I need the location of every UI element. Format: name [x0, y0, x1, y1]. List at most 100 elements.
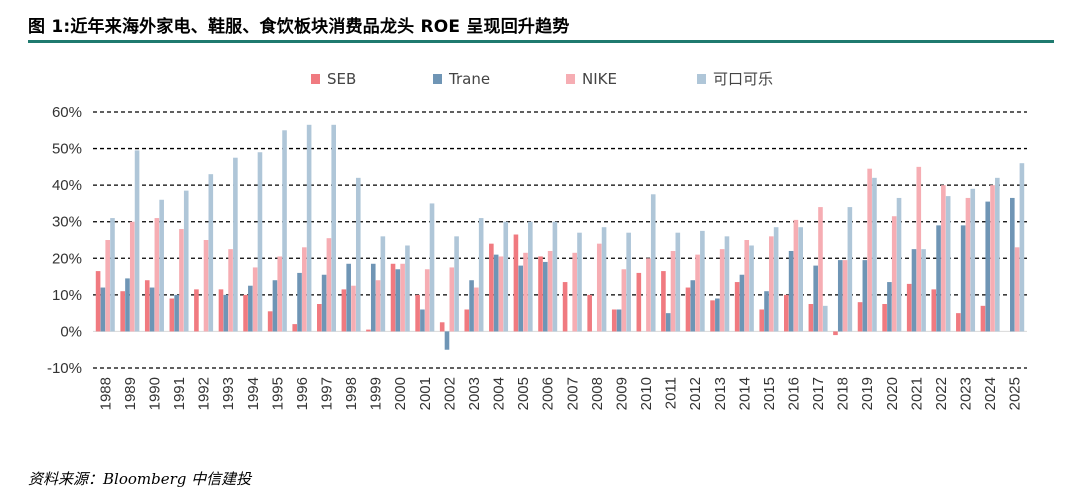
x-tick-label: 2014	[736, 377, 753, 410]
x-tick-label: 1999	[368, 377, 385, 410]
bar-NIKE-2006	[547, 250, 553, 332]
x-tick-label: 2010	[638, 377, 655, 410]
bar-SEB-2007	[562, 282, 568, 332]
bar-SEB-2009	[611, 309, 617, 332]
bar-NIKE-2021	[916, 166, 922, 332]
x-tick-label: 2004	[491, 377, 508, 410]
legend-label: NIKE	[582, 70, 617, 88]
x-tick-label: 2003	[466, 377, 483, 410]
x-tick-label: 2018	[835, 377, 852, 410]
x-axis: 1988 1989 1990 1991 1992 1993 1994 1995 1996 1997…	[97, 377, 1023, 410]
y-tick-label: 40%	[52, 177, 82, 194]
bar-SEB-2011	[661, 271, 666, 332]
bar-NIKE-2015	[769, 236, 774, 332]
bar-NIKE-2018	[842, 260, 848, 332]
bar-SEB-2006	[538, 256, 543, 332]
y-tick-label: 10%	[52, 287, 82, 304]
bar-SEB-2012	[685, 287, 691, 332]
bar-Trane-2023	[960, 225, 966, 332]
x-tick-label: 1995	[269, 377, 286, 410]
bar-可口可乐-2009	[626, 232, 631, 332]
bar-SEB-1994	[243, 294, 248, 332]
bar-NIKE-2020	[891, 216, 897, 332]
x-tick-label: 2013	[712, 377, 729, 410]
bar-可口可乐-1993	[233, 157, 238, 332]
x-tick-label: 2023	[958, 377, 975, 410]
bar-可口可乐-1998	[355, 177, 361, 332]
bar-SEB-2021	[906, 283, 912, 332]
bar-可口可乐-2017	[822, 305, 828, 332]
y-tick-label: 20%	[52, 250, 82, 267]
bar-SEB-2018	[833, 331, 838, 336]
bar-NIKE-2019	[867, 168, 872, 332]
bar-Trane-2013	[715, 298, 720, 332]
bar-可口可乐-1989	[134, 150, 140, 332]
x-tick-label: 2017	[810, 377, 827, 410]
x-tick-label: 1989	[122, 377, 139, 410]
x-tick-label: 1998	[343, 377, 360, 410]
bar-NIKE-2011	[670, 250, 676, 332]
x-tick-label: 1992	[196, 377, 213, 410]
x-tick-label: 2007	[564, 377, 581, 410]
bar-SEB-1999	[366, 329, 371, 332]
bars	[95, 124, 1025, 350]
bar-可口可乐-2001	[429, 203, 435, 332]
legend-swatch	[311, 74, 320, 84]
x-tick-label: 2002	[441, 377, 458, 410]
bar-NIKE-2007	[572, 252, 577, 332]
bar-可口可乐-1995	[282, 130, 287, 332]
bar-NIKE-1990	[154, 218, 160, 332]
bar-NIKE-2013	[719, 249, 725, 332]
legend-swatch	[697, 74, 706, 84]
bar-可口可乐-2012	[700, 230, 705, 332]
bar-可口可乐-2016	[798, 227, 803, 332]
bar-NIKE-2002	[449, 267, 455, 332]
bar-SEB-2014	[734, 282, 740, 332]
y-tick-label: 30%	[52, 214, 82, 231]
bar-可口可乐-1999	[380, 236, 386, 332]
bar-SEB-1990	[144, 280, 150, 332]
bar-可口可乐-2023	[970, 188, 976, 332]
bar-NIKE-2014	[744, 240, 750, 332]
bar-SEB-1997	[317, 304, 322, 332]
bar-SEB-1993	[218, 289, 224, 332]
bar-NIKE-1992	[203, 240, 209, 332]
bar-可口可乐-2020	[896, 197, 902, 332]
x-tick-label: 1993	[220, 377, 237, 410]
bar-可口可乐-2013	[724, 236, 730, 332]
bar-NIKE-2016	[793, 219, 799, 332]
bar-NIKE-2003	[474, 287, 479, 332]
legend-label: 可口可乐	[713, 70, 773, 88]
bar-可口可乐-2007	[577, 232, 582, 332]
x-tick-label: 1991	[171, 377, 188, 410]
bar-SEB-2017	[808, 304, 814, 332]
bar-Trane-1997	[321, 274, 327, 332]
bar-Trane-2021	[911, 249, 917, 332]
bar-SEB-1995	[267, 311, 273, 332]
bar-可口可乐-2022	[945, 196, 951, 332]
x-tick-label: 2001	[417, 377, 434, 410]
bar-Trane-2014	[739, 274, 745, 332]
x-tick-label: 2015	[761, 377, 778, 410]
bar-Trane-2011	[665, 313, 671, 332]
bar-SEB-2015	[759, 309, 765, 332]
legend-label: SEB	[327, 70, 356, 88]
bar-Trane-2002	[444, 331, 450, 350]
bar-NIKE-1988	[105, 240, 110, 332]
bar-Trane-1999	[370, 263, 376, 332]
bar-Trane-2016	[788, 250, 794, 332]
bar-SEB-2024	[980, 305, 986, 332]
x-tick-label: 1990	[146, 377, 163, 410]
bar-SEB-1992	[194, 289, 199, 332]
x-tick-label: 2012	[687, 377, 704, 410]
bar-Trane-1993	[223, 294, 229, 332]
bar-Trane-1995	[272, 280, 278, 332]
bar-NIKE-2008	[596, 243, 602, 332]
legend-swatch	[433, 74, 442, 84]
bar-NIKE-1999	[375, 280, 381, 332]
bar-NIKE-1993	[228, 249, 233, 332]
bar-Trane-2019	[862, 260, 868, 332]
bar-可口可乐-1988	[110, 218, 115, 332]
bar-NIKE-1995	[277, 256, 283, 332]
bar-Trane-2020	[887, 282, 892, 332]
